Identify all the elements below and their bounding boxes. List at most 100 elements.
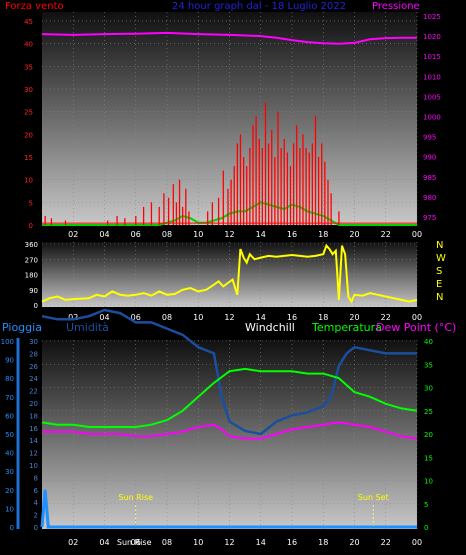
compass-label: W	[436, 253, 446, 264]
wind-bar	[321, 143, 323, 225]
wind-bar	[311, 143, 314, 225]
temperature-tick-label: 25	[424, 408, 433, 416]
x-tick-label: 16	[287, 230, 297, 239]
x-tick-label: 06	[131, 313, 141, 322]
wind-tick-label: 35	[24, 63, 33, 71]
wind-bar	[242, 157, 245, 225]
pressure-axis-label: Pressione	[372, 1, 420, 12]
wind-bar	[277, 111, 279, 225]
direction-tick-label: 180	[25, 272, 38, 280]
temperature-tick-label: 35	[424, 361, 433, 369]
compass-label: N	[436, 240, 443, 251]
temperature-tick-label: 0	[424, 524, 428, 532]
x-tick-label: 08	[162, 230, 172, 239]
wind-tick-label: 20	[24, 131, 33, 139]
wind-panel-x-ticks: 02 04 06 08 10 12 14 16 18 20 22 00	[68, 230, 422, 239]
wind-bar	[124, 218, 126, 225]
wind-bar	[305, 147, 307, 225]
x-tick-label: 18	[318, 313, 328, 322]
wind-tick-label: 5	[29, 199, 33, 207]
sun-annotations: Sun Rise Sun Set	[118, 493, 389, 529]
x-tick-label: 20	[349, 230, 359, 239]
humidity-tick-label: 14	[29, 437, 38, 445]
temperature-tick-label: 40	[424, 338, 433, 346]
x-tick-label: 06	[131, 230, 141, 239]
pressure-tick-label: 1015	[423, 53, 441, 61]
wind-bar	[230, 179, 232, 225]
x-tick-label: 02	[68, 313, 78, 322]
rain-tick-label: 0	[10, 524, 14, 532]
x-tick-label: 16	[287, 538, 297, 547]
pressure-line	[41, 31, 417, 45]
wind-bar	[252, 125, 254, 225]
wind-bar	[274, 157, 276, 225]
wind-panel	[42, 12, 417, 225]
rain-tick-label: 90	[5, 357, 14, 365]
sun-marker-label: Sun Set	[358, 493, 389, 502]
humidity-tick-label: 30	[29, 338, 38, 346]
humidity-tick-label: 16	[29, 425, 38, 433]
x-tick-label: 14	[256, 538, 266, 547]
direction-axis-ticks: 0 90 180 270 360	[25, 241, 38, 310]
x-tick-label: 04	[99, 230, 109, 239]
x-tick-label: Sun Rise	[117, 538, 152, 547]
x-tick-label: 16	[287, 313, 297, 322]
wind-bar	[317, 157, 320, 225]
wind-bar	[167, 197, 170, 225]
wind-bar	[292, 143, 295, 225]
x-tick-label: 00	[412, 313, 422, 322]
wind-bar	[158, 206, 160, 225]
wind-tick-label: 30	[24, 86, 33, 94]
wind-bar	[233, 166, 235, 225]
wind-bar	[182, 206, 184, 225]
rain-tick-label: 30	[5, 468, 14, 476]
rain-tick-label: 80	[5, 375, 14, 383]
wind-bar	[172, 184, 174, 225]
x-tick-label: 06	[131, 538, 141, 547]
wind-tick-label: 15	[24, 154, 33, 162]
wind-bar	[267, 143, 270, 225]
wind-bar	[44, 215, 46, 225]
wind-bar	[222, 170, 224, 225]
legend-dewpoint: Dew Point (°C)	[376, 321, 456, 334]
wind-bar	[227, 188, 229, 225]
x-tick-label: 14	[256, 313, 266, 322]
wind-bar	[280, 147, 282, 225]
wind-bar	[116, 215, 118, 225]
temperature-panel-x-ticks: 02 04 06 08 Sun Rise 10 12 14 16 18 20 22 00	[68, 538, 422, 547]
wind-bar	[302, 134, 304, 225]
humidity-tick-label: 8	[34, 474, 38, 482]
pressure-tick-label: 995	[423, 134, 436, 142]
x-tick-label: 18	[318, 230, 328, 239]
wind-bar	[299, 147, 301, 225]
wind-tick-label: 45	[24, 18, 33, 26]
rain-tick-label: 10	[5, 505, 14, 513]
compass-label: E	[436, 279, 442, 290]
pressure-tick-label: 975	[423, 214, 436, 222]
x-tick-label: 00	[412, 230, 422, 239]
x-tick-label: 22	[381, 538, 391, 547]
pressure-tick-label: 985	[423, 174, 436, 182]
x-tick-label: 12	[224, 230, 234, 239]
chart-title: 24 hour graph dal - 18 Luglio 2022	[172, 1, 346, 12]
x-tick-label: 08	[162, 538, 172, 547]
humidity-tick-label: 12	[29, 450, 38, 458]
x-tick-label: 00	[412, 538, 422, 547]
x-tick-label: 04	[99, 538, 109, 547]
x-tick-label: 02	[68, 230, 78, 239]
wind-bar	[255, 116, 257, 225]
pressure-tick-label: 980	[423, 194, 436, 202]
wind-bar	[249, 147, 251, 225]
wind-bar	[289, 166, 292, 225]
wind-bar	[330, 193, 332, 225]
wind-bar	[175, 202, 178, 225]
wind-bar	[207, 211, 209, 225]
wind-bar	[135, 215, 137, 225]
humidity-tick-label: 4	[34, 499, 39, 507]
direction-tick-label: 0	[34, 302, 38, 310]
rain-tick-label: 20	[5, 487, 14, 495]
x-tick-label: 20	[349, 313, 359, 322]
